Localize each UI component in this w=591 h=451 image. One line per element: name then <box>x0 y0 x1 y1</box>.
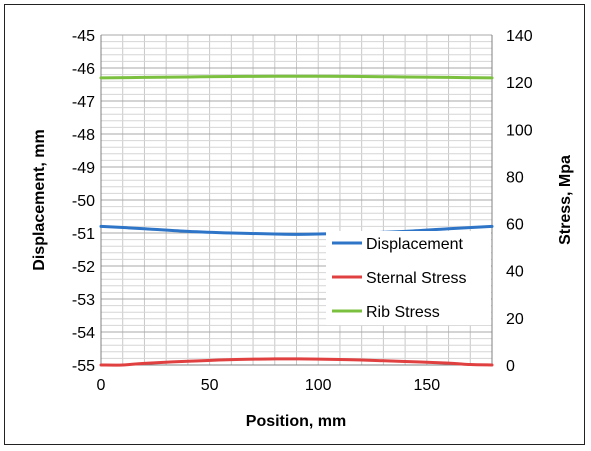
y-left-tick-label: -53 <box>72 292 95 309</box>
x-axis-title: Position, mm <box>246 413 346 430</box>
y-left-tick-label: -49 <box>72 160 95 177</box>
y-right-tick-label: 40 <box>506 264 524 281</box>
y-left-tick-label: -45 <box>72 28 95 45</box>
y-left-tick-label: -54 <box>72 325 95 342</box>
series-sternal-stress <box>99 357 494 367</box>
axes <box>100 35 493 366</box>
series-rib-stress <box>99 74 494 80</box>
y-right-tick-label: 80 <box>506 169 524 186</box>
x-tick-label: 0 <box>97 377 106 394</box>
y-right-tick-label: 20 <box>506 311 524 328</box>
y-left-tick-label: -51 <box>72 226 95 243</box>
series <box>99 74 494 367</box>
y-right-tick-label: 60 <box>506 217 524 234</box>
y-left-tick-label: -48 <box>72 127 95 144</box>
y-left-tick-label: -52 <box>72 259 95 276</box>
series-displacement <box>99 224 494 236</box>
legend-label-sternal-stress: Sternal Stress <box>366 270 466 287</box>
y-left-tick-label: -46 <box>72 61 95 78</box>
y-left-tick-label: -55 <box>72 358 95 375</box>
legend-label-displacement: Displacement <box>366 236 463 253</box>
tick-labels: -45 -46 -47 -48 -49 -50 -51 -52 -53 -54 -55 140 120 1… <box>72 28 533 394</box>
y-right-tick-label: 140 <box>506 28 533 45</box>
y-axis-right-title: Stress, Mpa <box>557 155 574 245</box>
y-left-tick-label: -47 <box>72 94 95 111</box>
y-axis-left-title: Displacement, mm <box>31 129 48 270</box>
y-right-tick-label: 100 <box>506 122 533 139</box>
y-left-tick-label: -50 <box>72 193 95 210</box>
legend-label-rib-stress: Rib Stress <box>366 304 440 321</box>
y-right-tick-label: 120 <box>506 75 533 92</box>
legend: Displacement Sternal Stress Rib Stress <box>326 231 491 325</box>
x-tick-label: 150 <box>413 377 440 394</box>
x-tick-label: 100 <box>305 377 332 394</box>
y-right-tick-label: 0 <box>506 358 515 375</box>
x-tick-label: 50 <box>201 377 219 394</box>
